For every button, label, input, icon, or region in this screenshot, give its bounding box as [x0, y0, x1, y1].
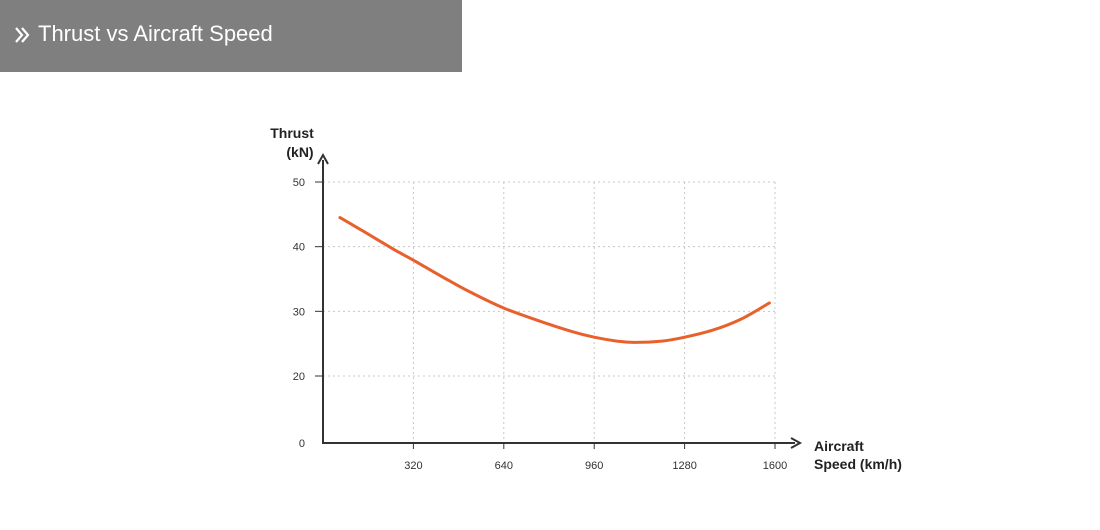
- page-title: Thrust vs Aircraft Speed: [38, 21, 273, 46]
- y-tick-label: 40: [293, 242, 305, 254]
- tick-labels: 0 20 30 40 50 320 640 960 1280 1600: [293, 177, 787, 472]
- double-chevron-right-icon: [15, 27, 30, 43]
- y-tick-label: 50: [293, 177, 305, 189]
- x-tick-label: 640: [495, 460, 513, 472]
- y-axis-arrow: [317, 152, 329, 165]
- thrust-curve: [338, 216, 771, 344]
- title-bar: Thrust vs Aircraft Speed: [0, 0, 462, 72]
- x-tick-label: 1280: [672, 460, 696, 472]
- grid: [323, 181, 776, 443]
- y-axis-label-line2: (kN): [286, 144, 313, 160]
- y-tick-label: 30: [293, 306, 305, 318]
- x-tick-label: 1600: [763, 460, 787, 472]
- y-tick-label: 0: [299, 438, 305, 450]
- y-tick-label: 20: [293, 371, 305, 383]
- y-axis-label-line1: Thrust: [270, 125, 314, 141]
- x-axis-label-line2: Speed (km/h): [814, 456, 902, 472]
- x-axis-arrow: [790, 437, 803, 449]
- axes: [317, 152, 803, 449]
- x-tick-label: 960: [585, 460, 603, 472]
- x-tick-label: 320: [404, 460, 422, 472]
- x-axis-label-line1: Aircraft: [814, 438, 864, 454]
